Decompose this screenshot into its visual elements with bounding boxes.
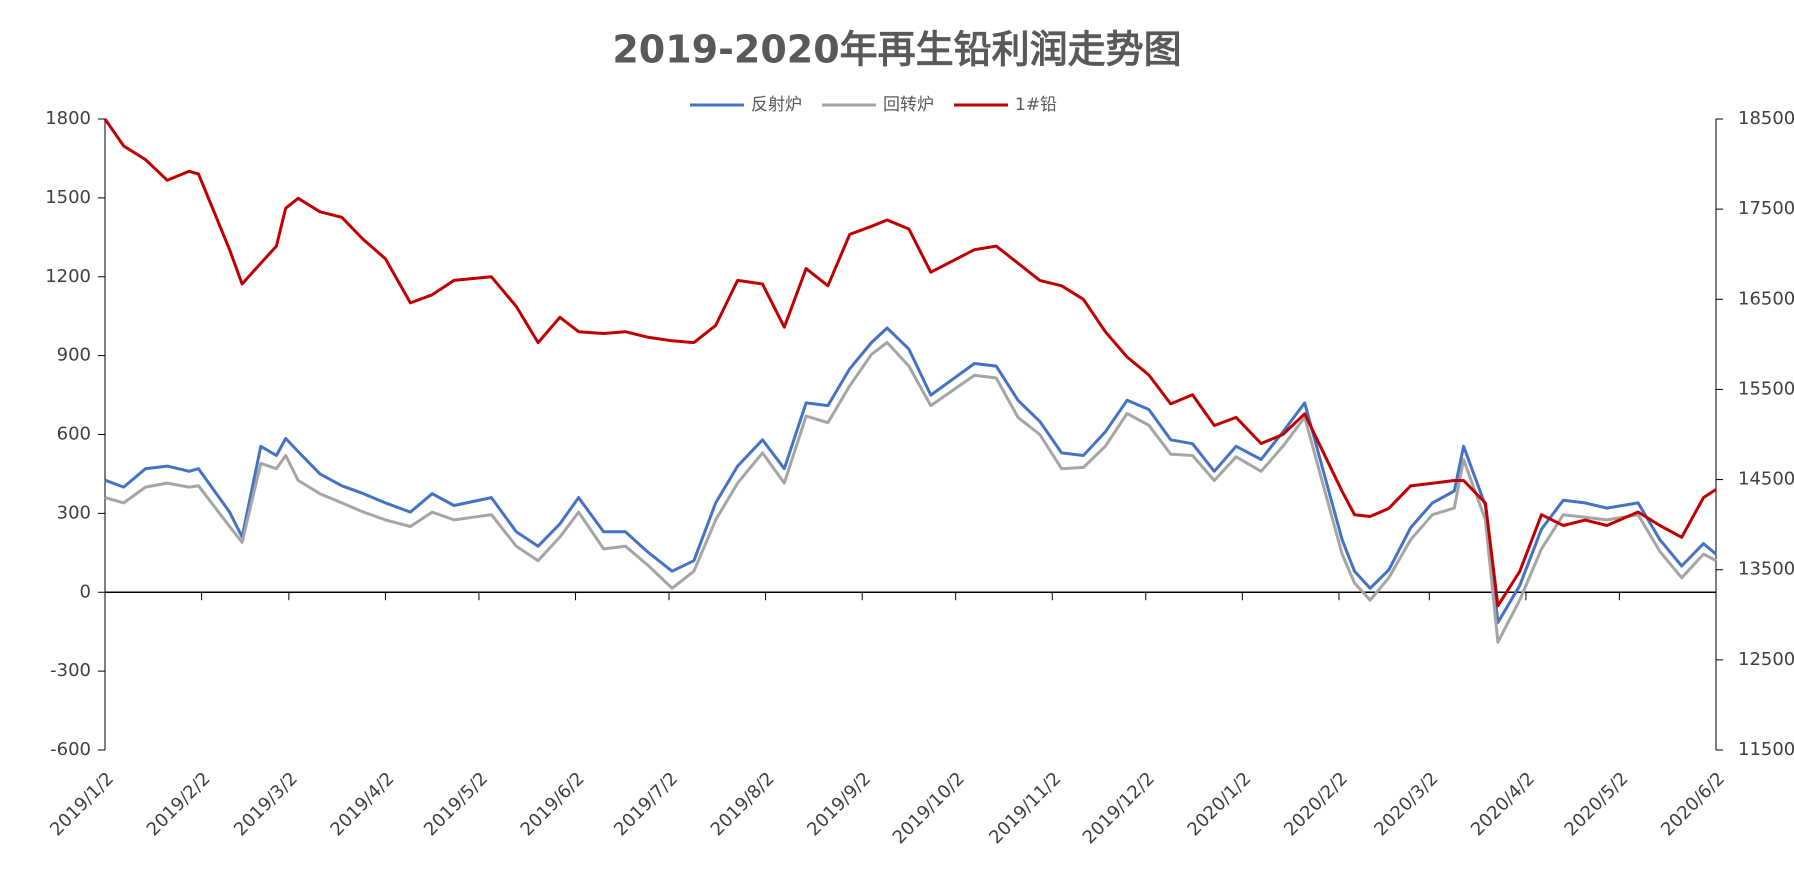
- y-tick-label: 1200: [45, 266, 91, 287]
- x-tick-label: 2020/5/2: [1560, 768, 1632, 840]
- series-line: [104, 341, 1717, 644]
- y2-tick-label: 18500: [1738, 108, 1794, 129]
- x-tick-label: 2020/4/2: [1467, 768, 1539, 840]
- y2-tick-label: 17500: [1738, 198, 1794, 219]
- x-tick-label: 2019/5/2: [420, 768, 492, 840]
- x-tick-label: 2019/7/2: [610, 768, 682, 840]
- x-tick-label: 2019/9/2: [803, 768, 875, 840]
- y-tick-label: -600: [50, 739, 91, 760]
- y-tick-label: 900: [57, 345, 91, 366]
- y-tick-label: 1800: [45, 108, 91, 129]
- series-line: [104, 326, 1717, 624]
- x-tick-label: 2019/1/2: [46, 768, 118, 840]
- x-tick-label: 2019/10/2: [889, 768, 969, 848]
- y2-tick-label: 16500: [1738, 288, 1794, 309]
- x-tick-label: 2019/11/2: [985, 768, 1065, 848]
- y-tick-label: 300: [57, 502, 91, 523]
- x-tick-label: 2019/12/2: [1079, 768, 1159, 848]
- x-tick-label: 2020/6/2: [1657, 768, 1729, 840]
- y2-tick-label: 15500: [1738, 378, 1794, 399]
- x-tick-label: 2020/2/2: [1280, 768, 1352, 840]
- x-tick-label: 2020/1/2: [1183, 768, 1255, 840]
- legend-label: 回转炉: [883, 95, 934, 115]
- x-tick-label: 2019/3/2: [230, 768, 302, 840]
- chart-title: 2019-2020年再生铅利润走势图: [612, 28, 1181, 72]
- y2-tick-label: 13500: [1738, 559, 1794, 580]
- y-tick-label: 600: [57, 424, 91, 445]
- x-tick-label: 2019/8/2: [707, 768, 779, 840]
- y2-tick-label: 11500: [1738, 739, 1794, 760]
- y2-tick-label: 14500: [1738, 469, 1794, 490]
- x-tick-label: 2020/3/2: [1370, 768, 1442, 840]
- y-tick-label: -300: [50, 660, 91, 681]
- y2-tick-label: 12500: [1738, 649, 1794, 670]
- legend-label: 1#铅: [1015, 95, 1057, 115]
- y-tick-label: 1500: [45, 187, 91, 208]
- x-tick-label: 2019/2/2: [143, 768, 215, 840]
- x-tick-label: 2019/6/2: [517, 768, 589, 840]
- x-tick-label: 2019/4/2: [327, 768, 399, 840]
- y-tick-label: 0: [80, 581, 91, 602]
- series-line: [103, 118, 1717, 608]
- legend-label: 反射炉: [751, 95, 802, 115]
